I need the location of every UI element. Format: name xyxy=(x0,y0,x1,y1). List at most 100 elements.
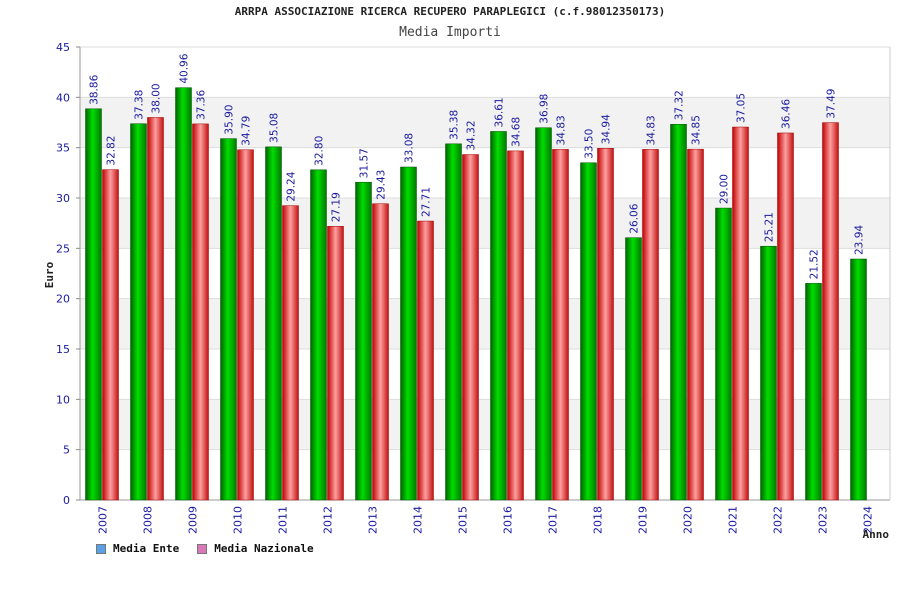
bar-media-ente xyxy=(760,245,777,501)
x-tick-label: 2011 xyxy=(277,506,290,534)
data-label: 35.08 xyxy=(269,113,281,143)
bar-media-nazionale xyxy=(147,117,164,501)
bar-media-nazionale xyxy=(507,150,524,501)
bar-media-ente xyxy=(715,207,732,501)
x-tick-label: 2023 xyxy=(817,506,830,534)
chart-subtitle: Media Importi xyxy=(399,25,501,40)
bar-media-nazionale xyxy=(462,154,479,501)
y-tick-label: 10 xyxy=(56,393,70,406)
data-label: 35.38 xyxy=(449,110,461,140)
x-tick-label: 2015 xyxy=(457,506,470,534)
y-tick-label: 40 xyxy=(56,91,70,104)
data-label: 36.98 xyxy=(539,94,551,124)
data-label: 38.86 xyxy=(89,74,101,104)
y-tick-label: 25 xyxy=(56,242,70,255)
bar-media-nazionale xyxy=(822,122,839,501)
data-label: 31.57 xyxy=(359,148,371,178)
bar-media-nazionale xyxy=(282,205,299,501)
data-label: 29.24 xyxy=(286,171,298,201)
data-label: 32.82 xyxy=(106,136,118,166)
x-tick-label: 2009 xyxy=(187,506,200,534)
data-label: 40.96 xyxy=(179,53,191,83)
x-tick-label: 2016 xyxy=(502,506,515,534)
bar-media-nazionale xyxy=(777,132,794,501)
data-label: 36.46 xyxy=(781,99,793,129)
x-axis-label: Anno xyxy=(863,528,890,541)
bar-media-nazionale xyxy=(237,149,254,501)
bar-media-nazionale xyxy=(597,148,614,501)
data-label: 33.50 xyxy=(584,129,596,159)
x-tick-label: 2022 xyxy=(772,506,785,534)
x-tick-label: 2012 xyxy=(322,506,335,534)
y-tick-label: 30 xyxy=(56,192,70,205)
data-label: 37.38 xyxy=(134,90,146,120)
bar-media-nazionale xyxy=(732,126,749,501)
data-label: 36.61 xyxy=(494,97,506,127)
data-label: 34.85 xyxy=(691,115,703,145)
x-tick-label: 2024 xyxy=(862,506,875,534)
bar-media-nazionale xyxy=(327,226,344,501)
data-label: 34.68 xyxy=(511,117,523,147)
x-tick-label: 2010 xyxy=(232,506,245,534)
data-label: 25.21 xyxy=(764,212,776,242)
data-label: 34.83 xyxy=(646,115,658,145)
bar-media-nazionale xyxy=(687,148,704,501)
chart-title: ARRPA ASSOCIAZIONE RICERCA RECUPERO PARA… xyxy=(234,5,666,18)
data-label: 34.32 xyxy=(466,120,478,150)
data-label: 29.00 xyxy=(719,174,731,204)
data-label: 26.06 xyxy=(629,203,641,233)
x-tick-label: 2018 xyxy=(592,506,605,534)
data-label: 27.19 xyxy=(331,192,343,222)
legend-item-media-ente: Media Ente xyxy=(96,542,179,555)
grid-band xyxy=(80,399,890,450)
bar-media-ente xyxy=(265,146,282,501)
x-tick-label: 2014 xyxy=(412,506,425,534)
legend-item-media-nazionale: Media Nazionale xyxy=(197,542,314,555)
data-label: 37.05 xyxy=(736,93,748,123)
data-label: 37.49 xyxy=(826,89,838,119)
y-tick-label: 15 xyxy=(56,343,70,356)
data-label: 37.32 xyxy=(674,90,686,120)
bar-media-nazionale xyxy=(552,149,569,501)
y-tick-label: 35 xyxy=(56,142,70,155)
grid-band xyxy=(80,97,890,148)
grid-band xyxy=(80,198,890,249)
data-label: 21.52 xyxy=(809,249,821,279)
x-tick-label: 2013 xyxy=(367,506,380,534)
bar-media-ente xyxy=(130,123,147,501)
data-label: 33.08 xyxy=(404,133,416,163)
legend-swatch-media-nazionale xyxy=(197,543,208,554)
legend-swatch-media-ente xyxy=(96,543,106,554)
y-tick-label: 45 xyxy=(56,41,70,54)
data-label: 38.00 xyxy=(151,83,163,113)
y-tick-label: 0 xyxy=(63,494,70,507)
x-tick-label: 2007 xyxy=(97,506,110,534)
x-tick-label: 2020 xyxy=(682,506,695,534)
x-tick-label: 2019 xyxy=(637,506,650,534)
legend-label-media-ente: Media Ente xyxy=(113,542,180,555)
x-tick-label: 2017 xyxy=(547,506,560,534)
data-label: 34.79 xyxy=(241,116,253,146)
bar-media-ente xyxy=(850,258,867,501)
bar-media-ente xyxy=(175,87,192,501)
data-label: 35.90 xyxy=(224,105,236,135)
bar-media-nazionale xyxy=(642,149,659,501)
data-label: 23.94 xyxy=(854,225,866,255)
bar-media-ente xyxy=(580,162,597,501)
bar-media-ente xyxy=(535,127,552,501)
data-label: 37.36 xyxy=(196,90,208,120)
data-label: 29.43 xyxy=(376,170,388,200)
bar-media-nazionale xyxy=(192,123,209,501)
bar-media-ente xyxy=(355,181,372,501)
bar-media-ente xyxy=(220,138,237,501)
x-tick-label: 2008 xyxy=(142,506,155,534)
bar-media-nazionale xyxy=(417,220,434,501)
y-axis-label: Euro xyxy=(43,261,56,288)
bar-media-ente xyxy=(670,124,687,501)
bar-media-nazionale xyxy=(102,169,119,501)
bar-media-ente xyxy=(445,143,462,501)
grid-band xyxy=(80,298,890,349)
bar-media-ente xyxy=(310,169,327,501)
y-tick-label: 5 xyxy=(63,444,70,457)
